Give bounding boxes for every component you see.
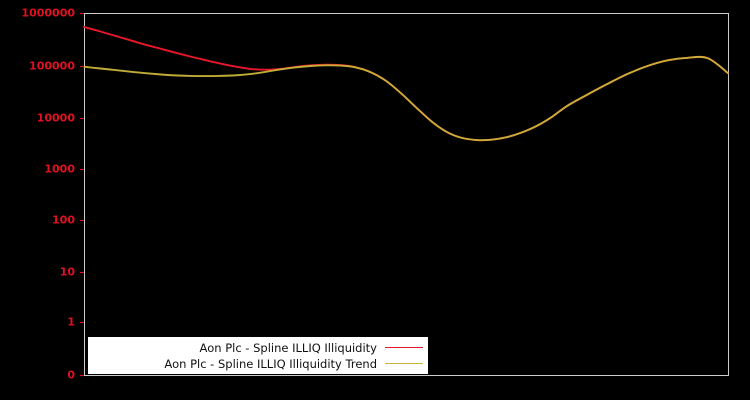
legend-label: Aon Plc - Spline ILLIQ Illiquidity: [199, 340, 377, 355]
y-tick-label: 100000: [29, 59, 75, 73]
plot-area-border: [84, 13, 729, 376]
legend-item[interactable]: Aon Plc - Spline ILLIQ Illiquidity: [93, 340, 423, 355]
y-tick-label: 100: [52, 213, 75, 227]
y-tick-label: 10000: [36, 111, 75, 125]
legend-label: Aon Plc - Spline ILLIQ Illiquidity Trend: [164, 356, 377, 371]
y-tick-marks: [80, 12, 84, 377]
legend-color-swatch: [385, 363, 423, 364]
legend-item[interactable]: Aon Plc - Spline ILLIQ Illiquidity Trend: [93, 356, 423, 371]
legend-color-swatch: [385, 347, 423, 348]
series-line: [83, 55, 729, 142]
y-tick-label: 1000000: [21, 6, 75, 20]
y-tick-label: 10: [59, 265, 75, 279]
y-tick-label: 1000: [44, 162, 75, 176]
y-tick-label: 1: [67, 315, 75, 329]
chart-legend: Aon Plc - Spline ILLIQ Illiquidity Aon P…: [88, 337, 428, 374]
y-tick-label: 0: [67, 368, 75, 382]
series-layer: [83, 26, 729, 142]
